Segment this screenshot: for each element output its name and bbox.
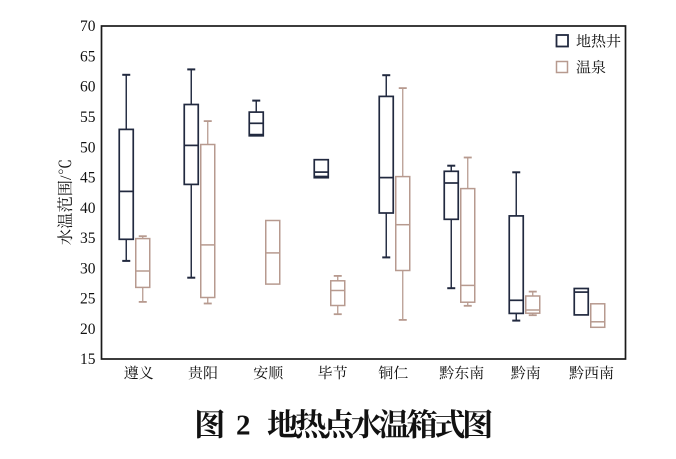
svg-text:2: 2 — [236, 410, 251, 442]
svg-text:55: 55 — [80, 109, 96, 126]
svg-text:25: 25 — [80, 291, 96, 308]
svg-text:30: 30 — [80, 260, 96, 277]
svg-text:35: 35 — [80, 230, 96, 247]
svg-text:65: 65 — [80, 49, 96, 66]
svg-text:20: 20 — [80, 321, 96, 338]
svg-text:70: 70 — [80, 18, 96, 35]
svg-text:40: 40 — [80, 200, 96, 217]
svg-text:15: 15 — [80, 351, 96, 368]
svg-text:/: / — [56, 175, 75, 180]
svg-text:50: 50 — [80, 139, 96, 156]
svg-text:60: 60 — [80, 79, 96, 96]
svg-text:45: 45 — [80, 170, 96, 187]
